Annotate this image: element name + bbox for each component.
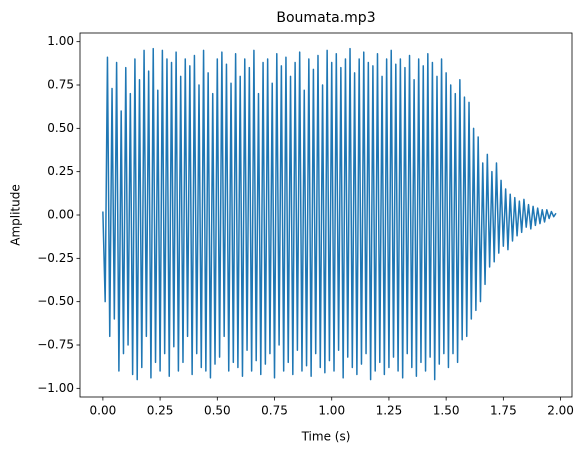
y-tick-label: 0.00 (47, 208, 74, 222)
y-tick-label: −0.75 (37, 338, 74, 352)
y-tick-label: −1.00 (37, 381, 74, 395)
x-tick-label: 1.25 (376, 404, 403, 418)
waveform-line (102, 47, 557, 381)
x-tick-label: 0.75 (261, 404, 288, 418)
chart-title: Boumata.mp3 (276, 10, 375, 26)
x-axis-label: Time (s) (301, 430, 351, 444)
y-axis-label: Amplitude (9, 184, 23, 246)
x-tick-label: 1.50 (433, 404, 460, 418)
x-tick-label: 0.00 (90, 404, 117, 418)
y-tick-label: 0.75 (47, 78, 74, 92)
x-tick-label: 1.75 (490, 404, 517, 418)
y-tick-label: 0.50 (47, 121, 74, 135)
x-tick-label: 1.00 (318, 404, 345, 418)
y-tick-label: −0.50 (37, 294, 74, 308)
x-tick-label: 0.25 (147, 404, 174, 418)
y-tick-label: −0.25 (37, 251, 74, 265)
y-tick-label: 1.00 (47, 34, 74, 48)
x-tick-label: 2.00 (547, 404, 574, 418)
x-tick-label: 0.50 (204, 404, 231, 418)
y-tick-label: 0.25 (47, 164, 74, 178)
